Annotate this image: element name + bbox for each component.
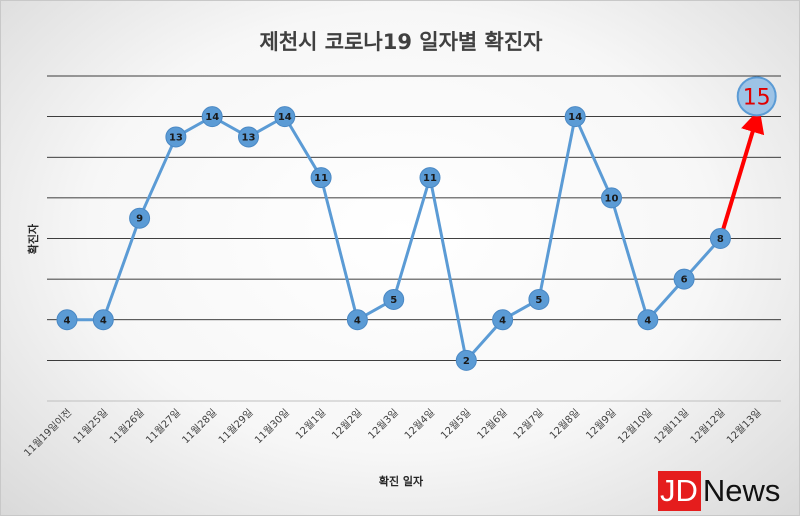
highlight-value-label: 15 bbox=[743, 85, 771, 110]
x-tick-label: 11월30일 bbox=[252, 407, 291, 446]
x-tick-label: 11월26일 bbox=[107, 407, 146, 446]
x-tick-label: 12월10일 bbox=[615, 407, 654, 446]
data-points: 4 4 9 13 14 13 14 11 4 5 11 2 4 5 14 10 4 6 8 15 bbox=[56, 76, 777, 371]
data-label: 11 bbox=[423, 173, 437, 184]
data-label: 6 bbox=[681, 275, 688, 286]
data-point bbox=[673, 268, 695, 290]
x-tick-label: 12월1일 bbox=[293, 407, 328, 442]
data-point bbox=[238, 126, 259, 148]
data-point bbox=[528, 288, 550, 310]
x-tick-label: 11월19일이전 bbox=[22, 407, 75, 460]
gridlines bbox=[47, 75, 781, 402]
x-tick-label: 12월12일 bbox=[688, 407, 727, 446]
data-point bbox=[274, 106, 296, 128]
data-point bbox=[383, 288, 405, 310]
x-tick-label: 11월29일 bbox=[216, 407, 255, 446]
y-axis-label: 확진자 bbox=[26, 223, 40, 254]
data-point bbox=[201, 106, 223, 128]
jdnews-logo: JD News bbox=[658, 471, 780, 511]
data-point bbox=[165, 126, 187, 148]
data-point bbox=[92, 309, 114, 331]
data-point bbox=[564, 106, 586, 128]
x-tick-label: 12월4일 bbox=[402, 407, 437, 442]
data-label: 14 bbox=[568, 112, 582, 123]
x-tick-label: 11월25일 bbox=[71, 407, 110, 446]
data-label: 10 bbox=[605, 193, 619, 204]
logo-news: News bbox=[702, 473, 781, 508]
data-label: 11 bbox=[314, 173, 328, 184]
data-point bbox=[419, 167, 441, 189]
data-point bbox=[492, 309, 514, 331]
data-label: 4 bbox=[100, 315, 107, 326]
x-tick-label: 12월7일 bbox=[511, 407, 546, 442]
data-label: 4 bbox=[354, 315, 361, 326]
x-tick-label: 11월27일 bbox=[144, 407, 183, 446]
data-point bbox=[601, 187, 622, 209]
data-label: 4 bbox=[644, 315, 651, 326]
data-point bbox=[709, 228, 731, 249]
x-tick-label: 12월5일 bbox=[438, 407, 473, 442]
data-label: 2 bbox=[463, 356, 470, 367]
x-tick-label: 12월2일 bbox=[330, 407, 365, 442]
highlight-marker bbox=[736, 76, 777, 117]
data-label: 13 bbox=[242, 132, 256, 143]
data-point bbox=[310, 167, 332, 189]
chart-title: 제천시 코로나19 일자별 확진자 bbox=[260, 30, 544, 54]
data-label: 5 bbox=[390, 295, 397, 306]
data-label: 14 bbox=[205, 112, 219, 123]
x-tick-labels: 11월19일이전11월25일11월26일11월27일11월28일11월29일11… bbox=[22, 407, 764, 460]
data-label: 9 bbox=[136, 214, 143, 225]
data-label: 13 bbox=[169, 132, 183, 143]
data-label: 4 bbox=[64, 315, 71, 326]
x-tick-label: 12월9일 bbox=[584, 407, 619, 442]
x-tick-label: 12월11일 bbox=[652, 407, 691, 446]
data-label: 4 bbox=[499, 315, 506, 326]
logo-jd: JD bbox=[658, 471, 701, 511]
x-tick-label: 12월8일 bbox=[547, 407, 582, 442]
x-tick-label: 12월3일 bbox=[366, 407, 401, 442]
highlight-arrow bbox=[718, 108, 765, 240]
x-tick-label: 11월28일 bbox=[180, 407, 219, 446]
data-label: 8 bbox=[717, 234, 724, 245]
data-label: 14 bbox=[278, 112, 292, 123]
data-point bbox=[637, 309, 659, 331]
data-point bbox=[346, 309, 368, 331]
x-tick-label: 12월13일 bbox=[724, 407, 763, 446]
x-axis-label: 확진 일자 bbox=[379, 474, 424, 488]
x-tick-label: 12월6일 bbox=[475, 407, 510, 442]
data-label: 5 bbox=[535, 295, 542, 306]
data-point bbox=[129, 207, 151, 229]
data-point bbox=[455, 349, 477, 371]
data-point bbox=[56, 309, 78, 331]
